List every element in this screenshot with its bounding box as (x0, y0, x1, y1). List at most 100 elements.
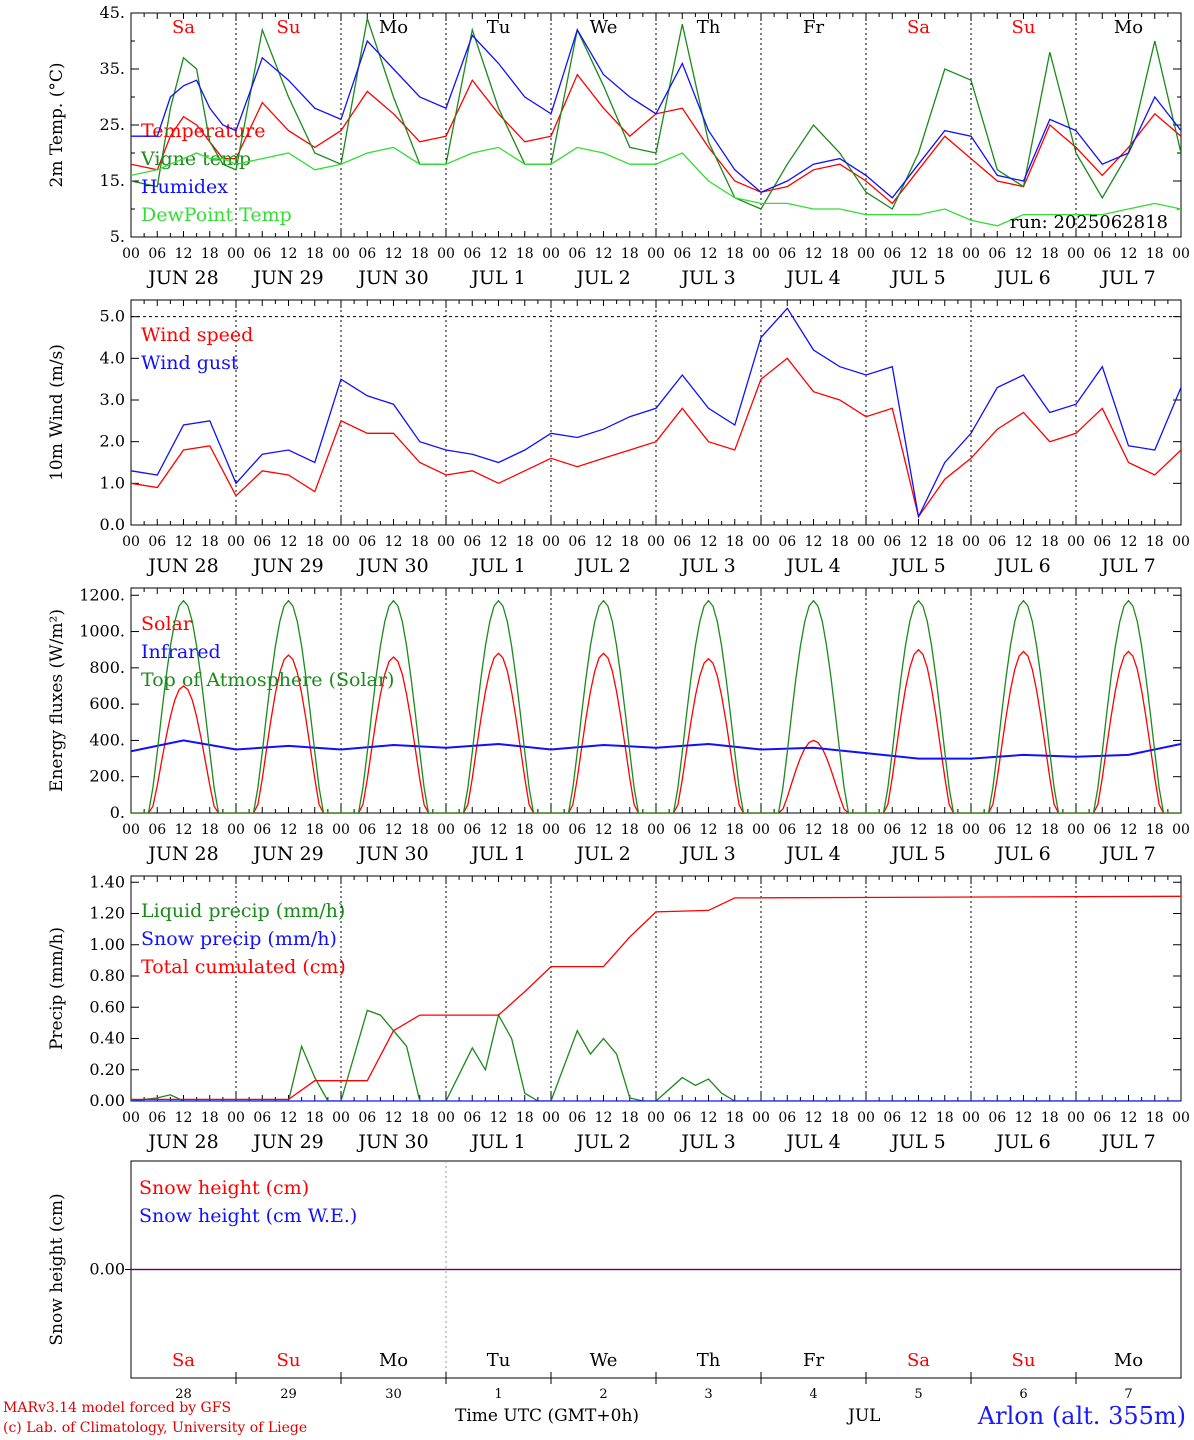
day-number-label: 28 (175, 1387, 192, 1402)
hour-label: 06 (988, 534, 1006, 550)
weekday-label: Th (697, 17, 721, 38)
hour-label: 12 (385, 1110, 403, 1126)
hour-label: 12 (175, 822, 193, 838)
day-number-label: 6 (1019, 1387, 1027, 1402)
hour-label: 18 (1041, 822, 1059, 838)
hour-label: 18 (306, 1110, 324, 1126)
hour-label: 00 (962, 246, 980, 262)
hour-label: 00 (962, 822, 980, 838)
legend-entry: DewPoint Temp (141, 204, 292, 226)
y-tick-label: 400. (89, 730, 125, 749)
y-tick-label: 25. (100, 115, 125, 134)
time-axis-title: Time UTC (GMT+0h) (455, 1406, 640, 1426)
hour-label: 06 (148, 1110, 166, 1126)
date-label: JUL 5 (889, 1131, 945, 1153)
hour-label: 12 (1120, 534, 1138, 550)
date-label: JUL 3 (679, 555, 735, 577)
hour-label: 00 (647, 1110, 665, 1126)
hour-label: 00 (752, 1110, 770, 1126)
y-tick-label: 0.00 (89, 1091, 125, 1110)
hour-label: 18 (831, 822, 849, 838)
y-tick-label: 1.40 (89, 872, 125, 891)
hour-label: 18 (726, 1110, 744, 1126)
y-tick-label: 1200. (79, 585, 125, 604)
panel-2: 0.0 1.0 2.0 3.0 4.0 5.0 10m Wind (m/s) Wind spe… (47, 299, 1190, 577)
series-line-wind-speed (131, 357, 1181, 519)
hour-label: 06 (1093, 822, 1111, 838)
hour-label: 12 (280, 1110, 298, 1126)
date-label: JUL 4 (784, 267, 840, 289)
legend-entry: Wind speed (141, 324, 253, 346)
y-axis-title: Precip (mm/h) (47, 927, 67, 1050)
hour-label: 06 (883, 534, 901, 550)
hour-label: 06 (148, 246, 166, 262)
hour-label: 12 (595, 246, 613, 262)
hour-label: 12 (1015, 246, 1033, 262)
y-tick-label: 5. (110, 227, 125, 246)
date-label: JUN 28 (146, 843, 218, 865)
hour-label: 12 (490, 1110, 508, 1126)
hour-label: 12 (1120, 822, 1138, 838)
legend-entry: Vigne temp (140, 148, 251, 170)
series-line-wind-gust (131, 307, 1181, 519)
hour-label: 00 (227, 246, 245, 262)
hour-label: 18 (306, 822, 324, 838)
day-number-label: 1 (494, 1387, 502, 1402)
hour-label: 18 (306, 534, 324, 550)
hour-label: 06 (358, 822, 376, 838)
date-label: JUL 5 (889, 555, 945, 577)
hour-label: 12 (385, 822, 403, 838)
hour-label: 18 (621, 246, 639, 262)
series-line-humidex (131, 28, 1181, 199)
hour-label: 06 (673, 822, 691, 838)
hour-label: 12 (595, 822, 613, 838)
hour-label: 12 (1120, 246, 1138, 262)
date-label: JUN 28 (146, 267, 218, 289)
date-label: JUN 30 (356, 1131, 428, 1153)
hour-label: 18 (621, 534, 639, 550)
weekday-label: Su (277, 1350, 301, 1371)
date-label: JUL 6 (994, 843, 1050, 865)
date-label: JUN 30 (356, 555, 428, 577)
hour-label: 12 (175, 246, 193, 262)
weekday-label: Sa (907, 17, 930, 38)
y-tick-label: 2.0 (100, 432, 125, 451)
date-label: JUL 3 (679, 267, 735, 289)
legend-entry: Snow height (cm) (139, 1177, 309, 1199)
hour-label: 12 (805, 1110, 823, 1126)
date-label: JUL 6 (994, 1131, 1050, 1153)
hour-label: 06 (1093, 1110, 1111, 1126)
hour-label: 18 (306, 246, 324, 262)
hour-label: 12 (1120, 1110, 1138, 1126)
hour-label: 18 (201, 246, 219, 262)
y-tick-label: 45. (100, 3, 125, 22)
date-label: JUN 29 (251, 267, 323, 289)
hour-label: 12 (175, 534, 193, 550)
hour-label: 00 (1172, 534, 1190, 550)
y-axis-title: 10m Wind (m/s) (47, 344, 67, 481)
hour-label: 18 (621, 822, 639, 838)
legend-entry: Solar (141, 613, 193, 635)
legend-entry: Temperature (141, 120, 265, 142)
legend-entry: Total cumulated (cm) (141, 956, 346, 978)
hour-label: 12 (280, 534, 298, 550)
date-label: JUL 1 (469, 555, 525, 577)
hour-label: 00 (437, 1110, 455, 1126)
date-label: JUL 4 (784, 555, 840, 577)
legend-entry: Snow height (cm W.E.) (139, 1205, 357, 1227)
model-credit: MARv3.14 model forced by GFS (3, 1400, 232, 1416)
hour-label: 18 (1146, 1110, 1164, 1126)
series-line-dewpoint-temp (131, 146, 1181, 227)
weekday-label: Sa (172, 17, 195, 38)
date-label: JUL 1 (469, 267, 525, 289)
hour-label: 18 (831, 1110, 849, 1126)
y-tick-label: 0.20 (89, 1060, 125, 1079)
hour-label: 06 (883, 1110, 901, 1126)
weekday-label: We (590, 17, 618, 38)
hour-label: 18 (1041, 246, 1059, 262)
hour-label: 06 (778, 534, 796, 550)
hour-label: 00 (332, 534, 350, 550)
y-tick-label: 0.00 (89, 1260, 125, 1279)
date-label: JUL 2 (574, 1131, 630, 1153)
y-axis-title: 2m Temp. (°C) (47, 62, 67, 187)
